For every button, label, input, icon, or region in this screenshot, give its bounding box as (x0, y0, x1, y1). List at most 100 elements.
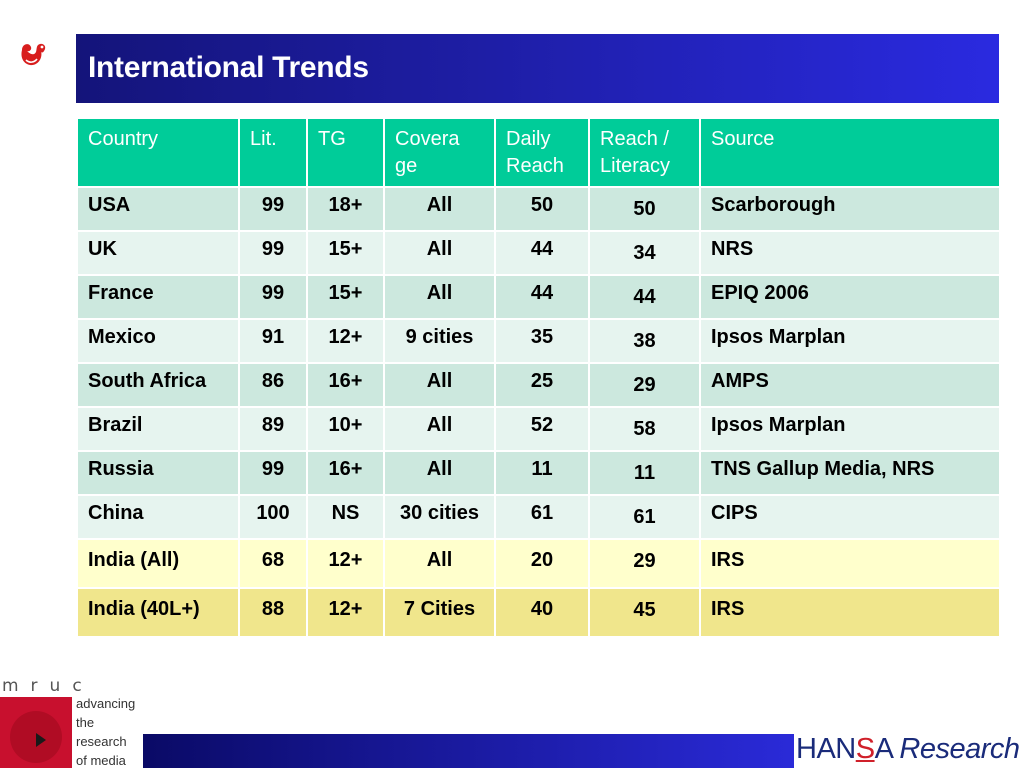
column-header-source: Source (699, 117, 1001, 188)
page-title: International Trends (88, 51, 369, 84)
cell-coverage: All (383, 362, 496, 408)
cell-source: Scarborough (699, 186, 1001, 232)
cell-lit: 99 (238, 274, 308, 320)
cell-lit: 89 (238, 406, 308, 452)
table-row: UK 99 15+ All 44 34 NRS (76, 230, 1001, 276)
hansa-research: Research (899, 733, 1020, 765)
hansa-suffix: A (874, 733, 893, 765)
cell-reach-literacy: 58 (588, 406, 701, 452)
mruc-letters-text: mruc (2, 676, 94, 696)
cell-country: France (76, 274, 240, 320)
cell-tg: 15+ (306, 274, 385, 320)
cell-coverage: 9 cities (383, 318, 496, 364)
cell-country: USA (76, 186, 240, 232)
cell-daily-reach: 25 (494, 362, 590, 408)
cell-source: Ipsos Marplan (699, 318, 1001, 364)
cell-tg: 16+ (306, 362, 385, 408)
cell-source: NRS (699, 230, 1001, 276)
mruc-tagline-line: of media (76, 753, 126, 768)
cell-coverage: All (383, 450, 496, 496)
mruc-tagline-line: the (76, 715, 95, 730)
table-row: South Africa 86 16+ All 25 29 AMPS (76, 362, 1001, 408)
cell-tg: 12+ (306, 538, 385, 589)
cell-tg: 12+ (306, 318, 385, 364)
cell-source: AMPS (699, 362, 1001, 408)
column-header-country: Country (76, 117, 240, 188)
cell-coverage: All (383, 538, 496, 589)
cell-country: Mexico (76, 318, 240, 364)
cell-coverage: All (383, 186, 496, 232)
table-row: India (All) 68 12+ All 20 29 IRS (76, 538, 1001, 589)
cell-reach-literacy: 44 (588, 274, 701, 320)
mruc-logo-icon (0, 697, 72, 768)
hansa-research-logo: HANSA Research (796, 733, 1020, 766)
cell-source: TNS Gallup Media, NRS (699, 450, 1001, 496)
cell-coverage: All (383, 230, 496, 276)
table-row: Brazil 89 10+ All 52 58 Ipsos Marplan (76, 406, 1001, 452)
cell-reach-literacy: 29 (588, 538, 701, 589)
table-row: Mexico 91 12+ 9 cities 35 38 Ipsos Marplan (76, 318, 1001, 364)
cell-coverage: All (383, 406, 496, 452)
cell-daily-reach: 44 (494, 274, 590, 320)
cell-daily-reach: 52 (494, 406, 590, 452)
column-header-tg: TG (306, 117, 385, 188)
cell-country: South Africa (76, 362, 240, 408)
column-header-daily-reach: Daily Reach (494, 117, 590, 188)
cell-country: India (40L+) (76, 587, 240, 638)
cell-country: China (76, 494, 240, 540)
cell-daily-reach: 61 (494, 494, 590, 540)
swan-logo-icon (21, 43, 46, 66)
cell-lit: 99 (238, 230, 308, 276)
cell-tg: 10+ (306, 406, 385, 452)
cell-lit: 88 (238, 587, 308, 638)
cell-source: IRS (699, 587, 1001, 638)
cell-reach-literacy: 34 (588, 230, 701, 276)
table-row: USA 99 18+ All 50 50 Scarborough (76, 186, 1001, 232)
column-header-coverage: Covera ge (383, 117, 496, 188)
cell-tg: 15+ (306, 230, 385, 276)
cell-daily-reach: 40 (494, 587, 590, 638)
column-header-lit: Lit. (238, 117, 308, 188)
mruc-letters: mruc (2, 676, 94, 696)
title-bar: International Trends (76, 34, 999, 103)
cell-tg: 12+ (306, 587, 385, 638)
cell-lit: 86 (238, 362, 308, 408)
cell-reach-literacy: 61 (588, 494, 701, 540)
hansa-s: S (855, 733, 875, 765)
cell-lit: 100 (238, 494, 308, 540)
cell-source: CIPS (699, 494, 1001, 540)
cell-daily-reach: 11 (494, 450, 590, 496)
hansa-prefix: HAN (796, 733, 856, 765)
table-header-row: Country Lit. TG Covera ge Daily Reach Re… (76, 117, 1001, 188)
mruc-tagline: advancing the research of media (76, 694, 135, 768)
cell-daily-reach: 50 (494, 186, 590, 232)
cell-reach-literacy: 45 (588, 587, 701, 638)
cell-coverage: All (383, 274, 496, 320)
cell-tg: NS (306, 494, 385, 540)
cell-country: Russia (76, 450, 240, 496)
cell-lit: 99 (238, 450, 308, 496)
cell-reach-literacy: 50 (588, 186, 701, 232)
mruc-tagline-line: research (76, 734, 127, 749)
cell-country: India (All) (76, 538, 240, 589)
cell-source: IRS (699, 538, 1001, 589)
cell-daily-reach: 20 (494, 538, 590, 589)
table-row: Russia 99 16+ All 11 11 TNS Gallup Media, NRS (76, 450, 1001, 496)
cell-daily-reach: 35 (494, 318, 590, 364)
cell-coverage: 30 cities (383, 494, 496, 540)
cell-tg: 18+ (306, 186, 385, 232)
cell-lit: 68 (238, 538, 308, 589)
cell-country: UK (76, 230, 240, 276)
table-row: China 100 NS 30 cities 61 61 CIPS (76, 494, 1001, 540)
cell-reach-literacy: 29 (588, 362, 701, 408)
cell-reach-literacy: 38 (588, 318, 701, 364)
cell-tg: 16+ (306, 450, 385, 496)
trends-table: Country Lit. TG Covera ge Daily Reach Re… (76, 117, 1001, 638)
table-row: India (40L+) 88 12+ 7 Cities 40 45 IRS (76, 587, 1001, 638)
mruc-tagline-line: advancing (76, 696, 136, 711)
column-header-reach-literacy: Reach / Literacy (588, 117, 701, 188)
table-row: France 99 15+ All 44 44 EPIQ 2006 (76, 274, 1001, 320)
cell-lit: 91 (238, 318, 308, 364)
cell-country: Brazil (76, 406, 240, 452)
cell-source: Ipsos Marplan (699, 406, 1001, 452)
